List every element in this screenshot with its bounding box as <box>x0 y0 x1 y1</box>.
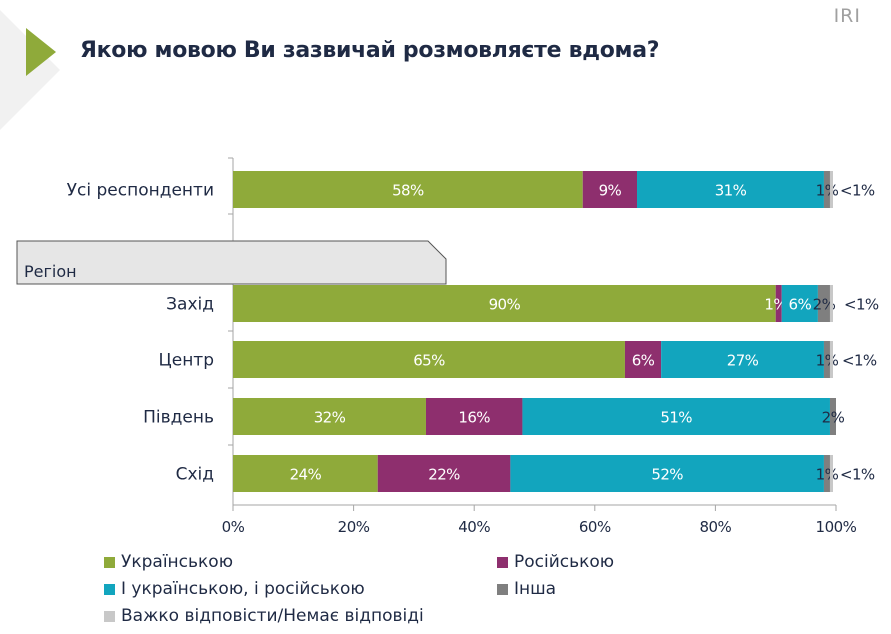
data-label: 6% <box>789 296 812 314</box>
data-label: 31% <box>715 182 747 200</box>
bar-segment <box>829 398 836 435</box>
data-label: 65% <box>413 352 445 370</box>
data-label: 24% <box>290 466 322 484</box>
page-title: Якою мовою Ви зазвичай розмовляєте вдома… <box>80 38 660 63</box>
bar-segment <box>823 171 830 208</box>
legend-swatch-icon <box>104 583 115 595</box>
bar-segment <box>377 455 511 492</box>
bar-segment <box>624 341 662 378</box>
x-tick-label: 100% <box>816 518 857 536</box>
bar-segment <box>829 455 833 492</box>
title-arrow-icon <box>26 28 56 76</box>
legend-label: Інша <box>514 579 557 599</box>
data-label: 1% <box>816 352 839 370</box>
data-label: <1% <box>844 296 879 314</box>
category-label: Південь <box>143 408 214 428</box>
category-label: Усі респонденти <box>67 181 214 201</box>
category-label: Захід <box>166 295 214 315</box>
legend-label: Російською <box>514 552 615 572</box>
legend-swatch-icon <box>497 583 508 595</box>
x-tick-label: 0% <box>222 518 245 536</box>
data-label: 1% <box>816 466 839 484</box>
group-header-label: Регіон <box>24 262 77 281</box>
legend-item: Інша <box>497 579 556 599</box>
category-label: Схід <box>176 465 214 485</box>
legend-label: І українською, і російською <box>121 579 365 599</box>
legend-item: І українською, і російською <box>104 579 365 599</box>
legend-label: Важко відповісти/Немає відповіді <box>121 606 424 626</box>
data-label: 90% <box>489 296 521 314</box>
legend-item: Українською <box>104 552 233 572</box>
bar-segment <box>425 398 523 435</box>
data-label: 22% <box>428 466 460 484</box>
legend-item: Російською <box>497 552 614 572</box>
data-label: 6% <box>632 352 655 370</box>
bar-segment <box>233 285 776 322</box>
bar-segment <box>582 171 638 208</box>
data-label: 32% <box>314 409 346 427</box>
data-label: 51% <box>660 409 692 427</box>
category-label: Центр <box>159 351 214 371</box>
bar-segment <box>233 398 426 435</box>
data-label: 27% <box>727 352 759 370</box>
data-label: 16% <box>458 409 490 427</box>
bar-segment <box>781 285 818 322</box>
data-label: 1% <box>816 182 839 200</box>
bar-segment <box>823 455 830 492</box>
bar-segment <box>233 455 378 492</box>
data-label: <1% <box>842 352 877 370</box>
x-tick-label: 40% <box>458 518 490 536</box>
data-label: <1% <box>840 466 875 484</box>
data-label: <1% <box>840 182 875 200</box>
bar-segment <box>823 341 830 378</box>
data-label: 52% <box>651 466 683 484</box>
bar-segment <box>510 455 824 492</box>
bar-segment <box>829 285 833 322</box>
x-tick-label: 60% <box>579 518 611 536</box>
bar-segment <box>775 285 782 322</box>
legend-item: Важко відповісти/Немає відповіді <box>104 606 424 626</box>
x-tick-label: 80% <box>699 518 731 536</box>
group-header-box <box>16 240 447 285</box>
legend-swatch-icon <box>104 610 115 622</box>
bar-segment <box>817 285 830 322</box>
bar-segment <box>829 341 833 378</box>
bar-segment <box>233 171 583 208</box>
data-label: 2% <box>822 409 845 427</box>
legend-swatch-icon <box>104 556 115 568</box>
brand-logo: IRI <box>833 5 861 27</box>
data-label: 58% <box>392 182 424 200</box>
bar-segment <box>233 341 625 378</box>
bar-segment <box>829 171 833 208</box>
legend-label: Українською <box>121 552 234 572</box>
legend-swatch-icon <box>497 556 508 568</box>
x-tick-label: 20% <box>338 518 370 536</box>
bar-segment <box>661 341 824 378</box>
data-label: 9% <box>599 182 622 200</box>
bar-segment <box>522 398 830 435</box>
bar-segment <box>637 171 824 208</box>
